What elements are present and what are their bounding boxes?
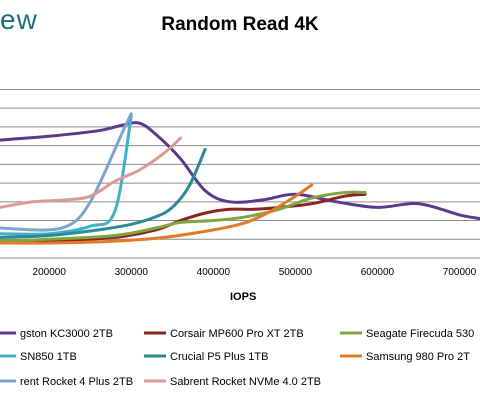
grid-layer bbox=[0, 88, 480, 259]
legend-layer: gston KC3000 2TB Corsair MP600 Pro XT 2TB… bbox=[0, 328, 474, 388]
x-tick-label: 600000 bbox=[361, 267, 395, 278]
x-tick-label: 500000 bbox=[279, 267, 313, 278]
series-line-0 bbox=[0, 121, 480, 221]
series-line-5 bbox=[0, 183, 314, 245]
tick-layer: 200000 300000 400000 500000 600000 700000 bbox=[33, 267, 477, 278]
series-line-2 bbox=[0, 190, 367, 243]
x-axis-label: IOPS bbox=[230, 291, 257, 303]
legend-label-1: Corsair MP600 Pro XT 2TB bbox=[170, 328, 304, 340]
series-line-7 bbox=[0, 136, 182, 209]
legend-label-7: Sabrent Rocket NVMe 4.0 2TB bbox=[170, 376, 321, 388]
series-line-6 bbox=[0, 112, 133, 232]
legend-label-0: gston KC3000 2TB bbox=[20, 328, 113, 340]
legend-label-4: Crucial P5 Plus 1TB bbox=[170, 351, 268, 363]
logo-text: ew bbox=[0, 4, 38, 35]
x-tick-label: 700000 bbox=[443, 267, 477, 278]
chart-title: Random Read 4K bbox=[161, 14, 319, 35]
x-tick-label: 300000 bbox=[115, 267, 149, 278]
x-tick-label: 200000 bbox=[33, 267, 67, 278]
legend-label-3: SN850 1TB bbox=[20, 351, 77, 363]
x-tick-label: 400000 bbox=[197, 267, 231, 278]
series-line-1 bbox=[0, 192, 367, 245]
series-line-4 bbox=[0, 147, 207, 239]
legend-label-6: rent Rocket 4 Plus 2TB bbox=[20, 376, 133, 388]
legend-label-5: Samsung 980 Pro 2T bbox=[366, 351, 470, 363]
series-layer bbox=[0, 112, 480, 245]
legend-label-2: Seagate Firecuda 530 bbox=[366, 328, 474, 340]
series-line-3 bbox=[0, 114, 133, 236]
